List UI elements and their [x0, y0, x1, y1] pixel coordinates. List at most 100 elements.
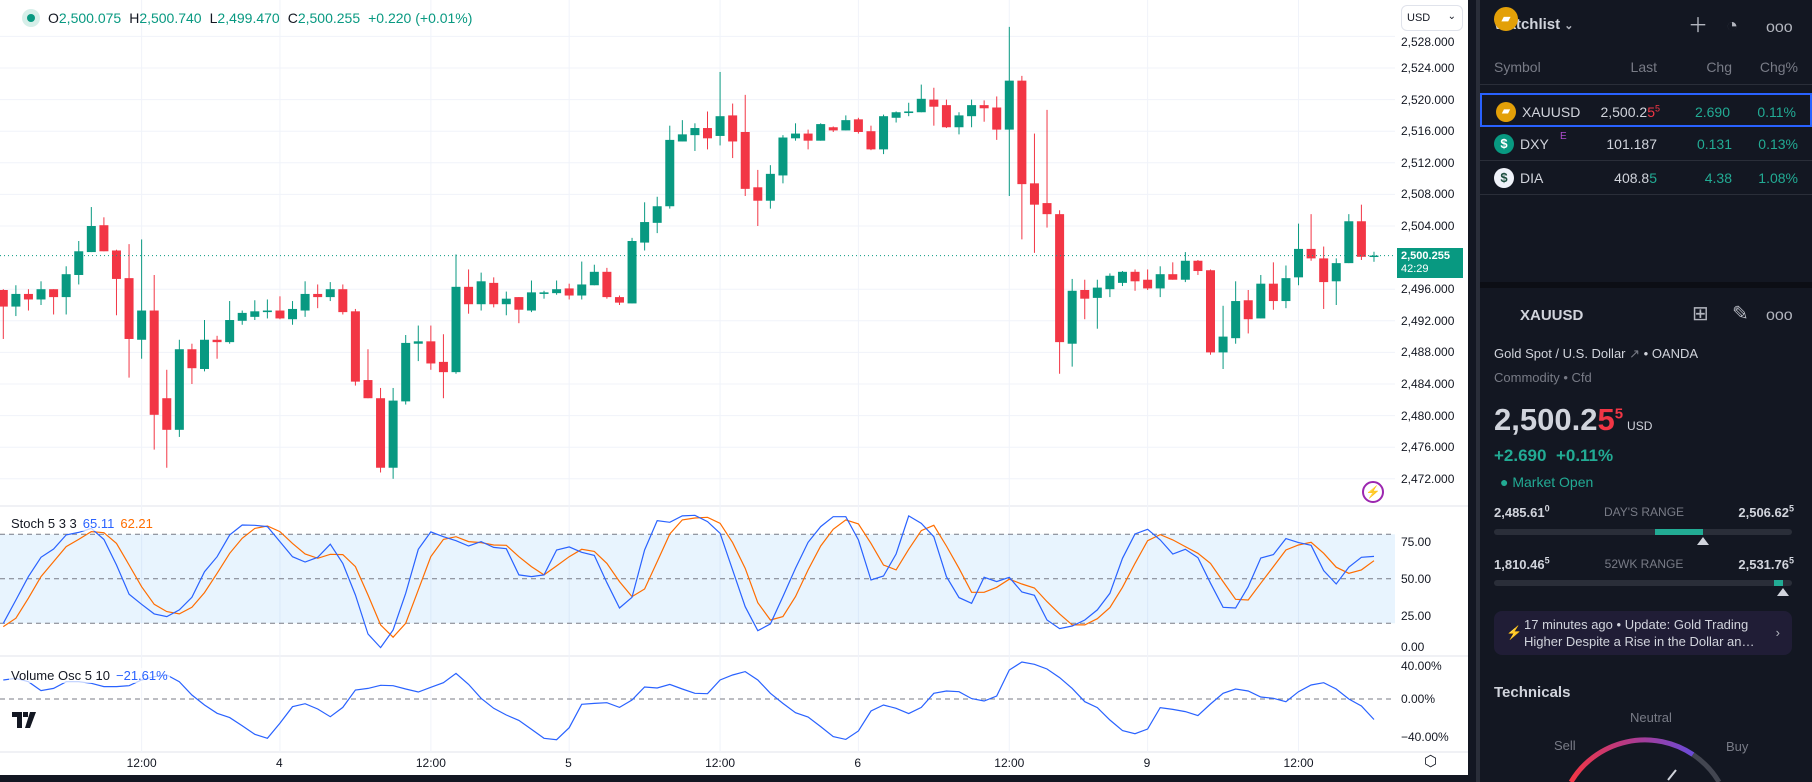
candle-body	[438, 361, 448, 373]
settings-icon[interactable]: ⬡	[1424, 753, 1438, 770]
news-headline: Update: Gold Trading Higher Despite a Ri…	[1524, 617, 1755, 649]
candle-body	[1155, 274, 1165, 289]
candle-body	[325, 289, 335, 298]
range-high: 2,506.625	[1738, 504, 1794, 520]
candle-body	[288, 308, 298, 320]
stoch-legend[interactable]: Stoch 5 3 3 65.11 62.21	[9, 516, 155, 531]
change-value: +0.220 (+0.01%)	[368, 10, 473, 26]
last: 2,500.255	[1600, 104, 1660, 120]
chevron-down-icon: ⌄	[1564, 20, 1574, 32]
edit-icon[interactable]: ✎	[1732, 303, 1749, 325]
volume-osc-legend[interactable]: Volume Osc 5 10 −21.61%	[9, 668, 170, 683]
details-symbol[interactable]: XAUUSD	[1520, 307, 1584, 324]
panel-divider[interactable]	[1480, 282, 1812, 288]
watchlist-row-xauusd[interactable]: ▰ XAUUSD 2,500.255 2.690 0.11%	[1480, 93, 1812, 127]
candle-body	[262, 310, 272, 313]
chg: 4.38	[1704, 170, 1732, 186]
candle-body	[74, 251, 84, 275]
chart-area[interactable]: O2,500.075 H2,500.740 L2,499.470 C2,500.…	[0, 0, 1468, 775]
pie-chart-icon[interactable]: ◔	[1726, 15, 1739, 37]
close-value: 2,500.255	[297, 10, 361, 26]
technicals-gauge	[1568, 737, 1722, 782]
last-tick: 5	[1647, 104, 1655, 120]
col-chg-pct[interactable]: Chg%	[1759, 59, 1798, 75]
technicals-title[interactable]: Technicals	[1494, 684, 1571, 701]
right-panel: Watchlist ⌄ ＋ ◔ ooo Symbol Last Chg Chg%…	[1476, 0, 1812, 782]
symbol: XAUUSD	[1522, 104, 1581, 120]
candle-body	[904, 111, 914, 114]
gauge-neutral-label: Neutral	[1630, 710, 1672, 725]
news-item[interactable]: ⚡ 17 minutes ago • Update: Gold Trading …	[1494, 611, 1792, 655]
more-icon[interactable]: ooo	[1766, 307, 1793, 324]
price-tick-label: 2,488.000	[1401, 345, 1455, 360]
candle-body	[250, 311, 260, 317]
candle-body	[212, 339, 222, 343]
change-pct: +0.11%	[1555, 446, 1614, 465]
time-tick-label: 9	[1143, 756, 1151, 770]
candle-body	[614, 297, 624, 303]
lightning-icon[interactable]: ⚡	[1362, 481, 1384, 503]
col-symbol[interactable]: Symbol	[1494, 59, 1541, 75]
candle-body	[1130, 271, 1140, 282]
market-status: ● Market Open	[1500, 474, 1593, 490]
symbol: DIA	[1520, 170, 1544, 186]
more-icon[interactable]: ooo	[1766, 19, 1793, 36]
watchlist-row-dia[interactable]: $ DIA 408.85 4.38 1.08%	[1480, 161, 1812, 195]
grid-icon[interactable]: ⊞	[1692, 303, 1709, 325]
status-dot-icon: ●	[1500, 474, 1509, 490]
candle-body	[828, 127, 838, 131]
candle-body	[1356, 221, 1366, 257]
chart-canvas[interactable]	[0, 0, 1468, 775]
stoch-tick-label: 75.00	[1401, 535, 1432, 549]
candle-body	[300, 293, 310, 311]
volume-osc-tick-label: 40.00%	[1401, 659, 1442, 673]
earnings-badge: E	[1560, 131, 1567, 142]
last-price-tag: 2,500.255 42:29	[1397, 248, 1463, 278]
currency-selector[interactable]: USD ⌄	[1401, 5, 1463, 31]
candle-body	[1004, 80, 1014, 130]
candle-body	[149, 310, 159, 415]
candle-body	[526, 292, 536, 311]
candle-body	[967, 105, 977, 117]
high-sup: 5	[1788, 555, 1794, 566]
candle-body	[879, 116, 889, 150]
description[interactable]: Gold Spot / U.S. Dollar	[1494, 346, 1626, 361]
candle-body	[703, 128, 712, 139]
candle-body	[841, 120, 851, 131]
price-sup: 5	[1614, 405, 1624, 423]
candle-body	[1294, 248, 1304, 278]
candle-body	[866, 131, 876, 150]
candle-body	[1193, 260, 1203, 272]
dollar-icon: $	[1494, 168, 1514, 188]
status-text: Market Open	[1512, 474, 1594, 490]
tradingview-logo[interactable]	[12, 712, 36, 733]
high-value: 2,500.740	[139, 10, 202, 26]
high-label: H	[129, 10, 140, 26]
external-link-icon[interactable]: ↗	[1629, 346, 1641, 361]
col-chg[interactable]: Chg	[1706, 59, 1732, 75]
stoch-tick-label: 25.00	[1401, 609, 1432, 623]
candle-body	[1218, 336, 1228, 353]
candle-body	[954, 115, 964, 128]
candle-body	[577, 284, 587, 296]
ohlc-legend: O2,500.075 H2,500.740 L2,499.470 C2,500.…	[22, 9, 472, 27]
range-low: 2,485.610	[1494, 503, 1550, 520]
candle-body	[941, 105, 951, 128]
week52-range-bar	[1494, 580, 1792, 586]
candle-body	[275, 310, 285, 319]
candle-body	[49, 289, 59, 298]
add-symbol-icon[interactable]: ＋	[1688, 15, 1708, 37]
volume-osc-name: Volume Osc 5 10	[11, 668, 110, 683]
range-high: 2,531.765	[1738, 555, 1794, 572]
candle-body	[765, 173, 775, 201]
price-tick-label: 2,484.000	[1401, 377, 1455, 391]
col-last[interactable]: Last	[1630, 59, 1657, 75]
time-tick-label: 12:00	[415, 756, 446, 770]
watchlist-row-dxy[interactable]: $ DXY E 101.187 0.131 0.13%	[1480, 127, 1812, 161]
dollar-icon: $	[1494, 134, 1514, 154]
low-sup: 0	[1544, 503, 1550, 514]
candle-body	[124, 278, 134, 339]
days-range: 2,485.610 DAY'S RANGE 2,506.625	[1494, 503, 1794, 521]
candle-body	[753, 187, 763, 201]
stoch-k-value: 65.11	[82, 516, 115, 531]
